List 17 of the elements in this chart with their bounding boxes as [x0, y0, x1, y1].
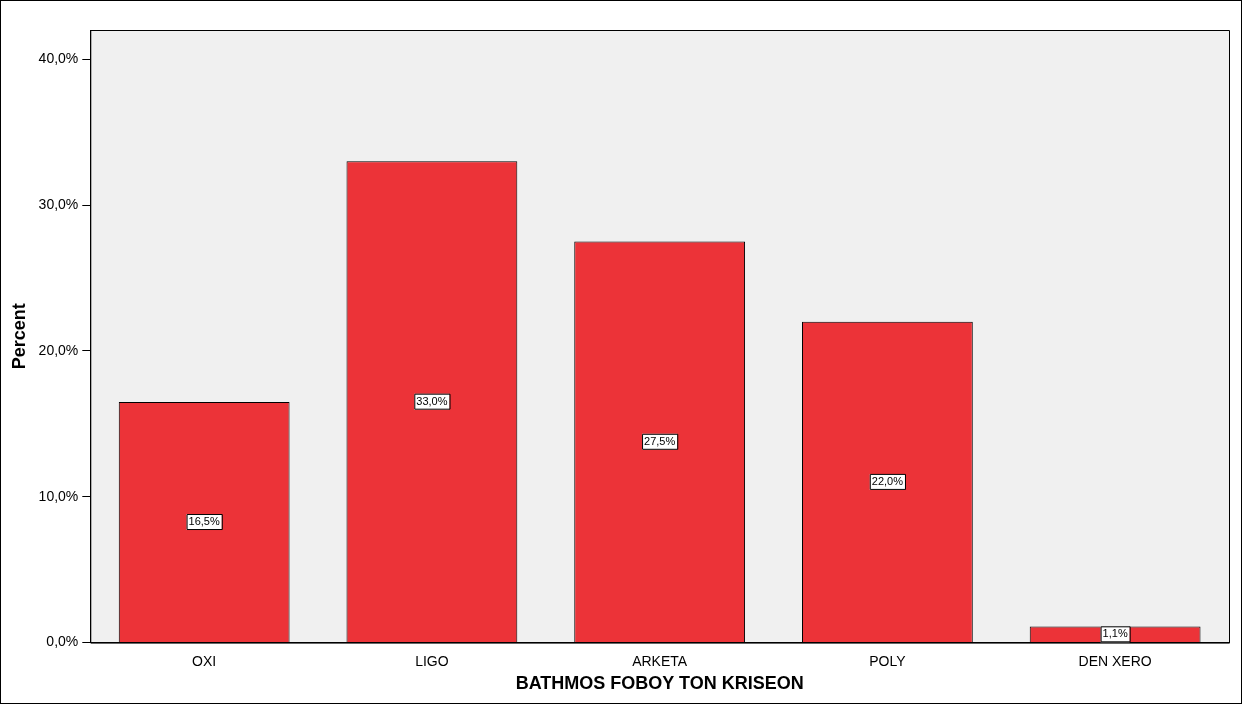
y-axis-title: Percent	[8, 303, 29, 370]
x-tick-label: LIGO	[415, 652, 449, 669]
y-tick-label: 30,0%	[38, 195, 79, 212]
y-tick-label: 40,0%	[38, 50, 79, 67]
data-label: 27,5%	[644, 434, 676, 447]
data-label: 1,1%	[1102, 627, 1128, 640]
data-label: 33,0%	[416, 394, 448, 407]
y-tick-label: 10,0%	[38, 487, 79, 504]
x-tick-label: ARKETA	[632, 652, 688, 669]
y-tick-label: 0,0%	[46, 633, 79, 650]
y-tick-label: 20,0%	[38, 341, 79, 358]
x-tick-label: DEN XERO	[1078, 652, 1152, 669]
x-axis-title: BATHMOS FOBOY TON KRISEON	[515, 673, 804, 694]
data-label: 16,5%	[188, 515, 220, 528]
data-label: 22,0%	[871, 474, 904, 487]
x-tick-label: POLY	[869, 652, 907, 669]
x-tick-label: OXI	[192, 652, 217, 669]
